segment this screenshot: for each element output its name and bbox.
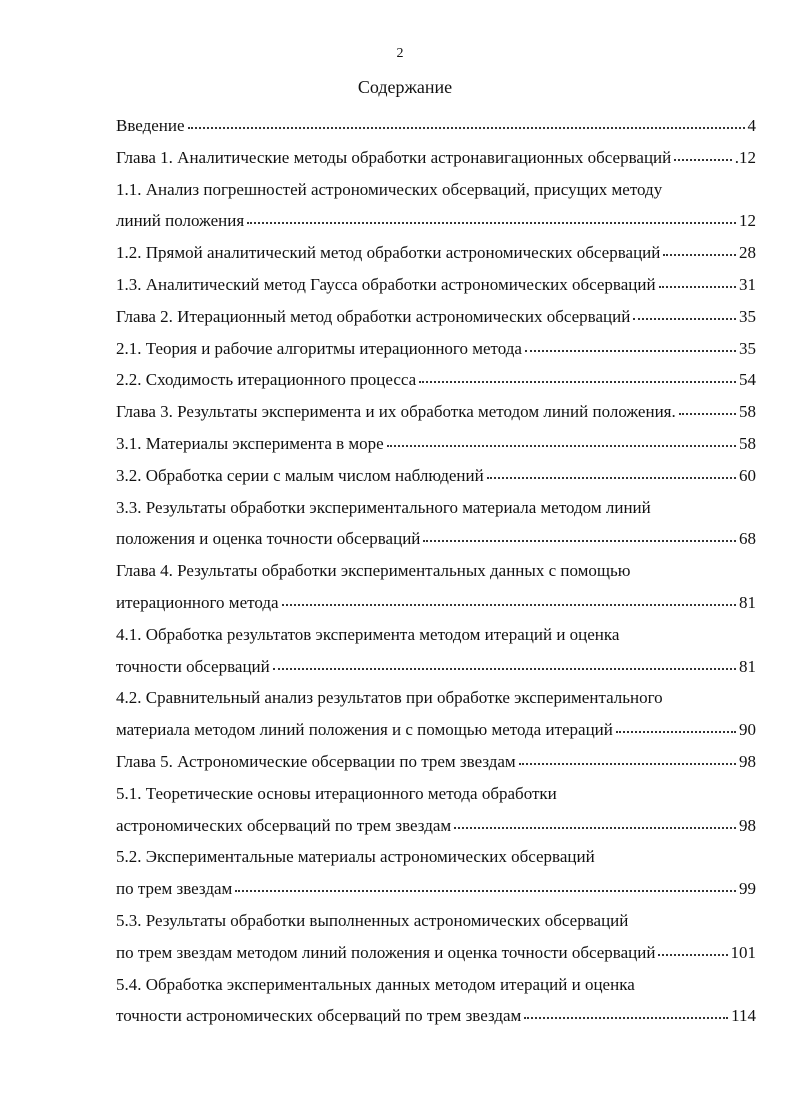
toc-entry-title-line: 5.4. Обработка экспериментальных данных …: [116, 974, 635, 994]
toc-entry-title-line: 4.2. Сравнительный анализ результатов пр…: [116, 688, 663, 708]
dot-leader: [187, 126, 745, 129]
toc-entry-title-line: 4.1. Обработка результатов эксперимента …: [116, 624, 620, 644]
table-of-contents: Введение 4 Глава 1. Аналитические методы о…: [116, 113, 756, 1035]
dot-leader: [235, 889, 736, 893]
toc-entry-page: 28: [739, 243, 756, 263]
toc-entry: Глава 1. Аналитические методы обработки …: [116, 145, 756, 177]
toc-entry-title: 1.2. Прямой аналитический метод обработк…: [116, 243, 661, 263]
dot-leader: [615, 730, 736, 734]
toc-entry-page: 81: [739, 656, 756, 676]
dot-leader: [281, 603, 736, 606]
toc-entry-title: по трем звездам методом линий положения …: [116, 942, 656, 962]
dot-leader: [272, 667, 736, 670]
toc-entry-page: 99: [739, 879, 756, 899]
dot-leader: [486, 476, 736, 479]
toc-entry-title: точности астрономических обсерваций по т…: [116, 1006, 522, 1026]
dot-leader: [658, 285, 736, 288]
toc-entry-title-line: 5.3. Результаты обработки выполненных ас…: [116, 910, 629, 930]
toc-entry: 1.1. Анализ погрешностей астрономических…: [116, 177, 756, 241]
toc-entry-page: .12: [734, 147, 756, 167]
dot-leader: [678, 412, 736, 416]
toc-entry: 3.1. Материалы эксперимента в море 58: [116, 431, 756, 463]
toc-entry: 1.3. Аналитический метод Гаусса обработк…: [116, 272, 756, 304]
toc-entry: 3.2. Обработка серии с малым числом набл…: [116, 463, 756, 495]
toc-entry-page: 35: [739, 306, 756, 326]
dot-leader: [658, 953, 728, 956]
toc-entry-title: итерационного метода: [116, 592, 279, 612]
dot-leader: [633, 317, 736, 320]
toc-entry-page: 98: [739, 815, 756, 835]
dot-leader: [518, 762, 736, 765]
toc-entry: 5.3. Результаты обработки выполненных ас…: [116, 908, 756, 972]
toc-entry-title: Глава 2. Итерационный метод обработки ас…: [116, 306, 631, 326]
toc-entry-title-line: 5.1. Теоретические основы итерационного …: [116, 783, 557, 803]
toc-entry-title-line: 5.2. Экспериментальные материалы астроно…: [116, 847, 595, 867]
dot-leader: [674, 158, 732, 161]
toc-entry-title: точности обсерваций: [116, 656, 270, 676]
toc-entry-page: 68: [739, 529, 756, 549]
toc-entry-title: Глава 3. Результаты эксперимента и их об…: [116, 402, 676, 422]
toc-entry-page: 12: [739, 211, 756, 231]
toc-entry: Введение 4: [116, 113, 756, 145]
toc-entry: 4.1. Обработка результатов эксперимента …: [116, 622, 756, 686]
toc-entry-page: 31: [739, 274, 756, 294]
toc-entry: 3.3. Результаты обработки эксперименталь…: [116, 495, 756, 559]
toc-entry-title: линий положения: [116, 211, 245, 231]
toc-entry-title: 3.2. Обработка серии с малым числом набл…: [116, 465, 484, 485]
toc-entry: Глава 5. Астрономические обсервации по т…: [116, 749, 756, 781]
toc-entry-title: Глава 1. Аналитические методы обработки …: [116, 147, 672, 167]
toc-entry: 2.2. Сходимость итерационного процесса 54: [116, 367, 756, 399]
page-title: Содержание: [357, 77, 453, 97]
toc-entry-title: Глава 5. Астрономические обсервации по т…: [116, 751, 516, 771]
toc-entry-title: по трем звездам: [116, 879, 233, 899]
toc-entry-title: 2.1. Теория и рабочие алгоритмы итерацио…: [116, 338, 522, 358]
toc-entry-page: 81: [739, 592, 756, 612]
toc-entry: 1.2. Прямой аналитический метод обработк…: [116, 240, 756, 272]
toc-entry-page: 58: [739, 402, 756, 422]
page-number: 2: [396, 46, 404, 61]
dot-leader: [663, 253, 736, 257]
dot-leader: [524, 1016, 729, 1020]
toc-entry-page: 98: [739, 751, 756, 771]
toc-entry-title-line: 1.1. Анализ погрешностей астрономических…: [116, 179, 663, 199]
toc-entry-page: 35: [739, 338, 756, 358]
toc-entry-title: 3.1. Материалы эксперимента в море: [116, 433, 384, 453]
toc-entry: Глава 4. Результаты обработки эксперимен…: [116, 558, 756, 622]
toc-entry-page: 54: [739, 370, 756, 390]
toc-entry-title: Введение: [116, 116, 185, 135]
dot-leader: [524, 349, 736, 352]
toc-entry-page: 58: [739, 433, 756, 453]
toc-entry: 5.2. Экспериментальные материалы астроно…: [116, 844, 756, 908]
toc-entry-page: 114: [731, 1006, 756, 1026]
toc-entry: 5.4. Обработка экспериментальных данных …: [116, 972, 756, 1036]
toc-entry: 2.1. Теория и рабочие алгоритмы итерацио…: [116, 336, 756, 368]
dot-leader: [247, 221, 736, 225]
dot-leader: [423, 539, 736, 543]
toc-entry-page: 90: [739, 720, 756, 740]
toc-entry-page: 4: [747, 116, 757, 135]
toc-entry-title-line: Глава 4. Результаты обработки эксперимен…: [116, 561, 631, 581]
toc-entry: Глава 2. Итерационный метод обработки ас…: [116, 304, 756, 336]
toc-entry-page: 60: [739, 465, 756, 485]
toc-entry-title: 1.3. Аналитический метод Гаусса обработк…: [116, 274, 656, 294]
toc-entry-title: положения и оценка точности обсерваций: [116, 529, 421, 549]
dot-leader: [454, 826, 736, 829]
toc-entry: 5.1. Теоретические основы итерационного …: [116, 781, 756, 845]
toc-entry-title-line: 3.3. Результаты обработки эксперименталь…: [116, 497, 651, 517]
toc-entry: 4.2. Сравнительный анализ результатов пр…: [116, 685, 756, 749]
toc-entry-title: 2.2. Сходимость итерационного процесса: [116, 370, 417, 390]
toc-entry-title: астрономических обсерваций по трем звезд…: [116, 815, 452, 835]
toc-entry-title: материала методом линий положения и с по…: [116, 720, 613, 740]
toc-entry: Глава 3. Результаты эксперимента и их об…: [116, 399, 756, 431]
toc-entry-page: 101: [730, 942, 757, 962]
dot-leader: [386, 444, 736, 447]
dot-leader: [419, 380, 736, 384]
